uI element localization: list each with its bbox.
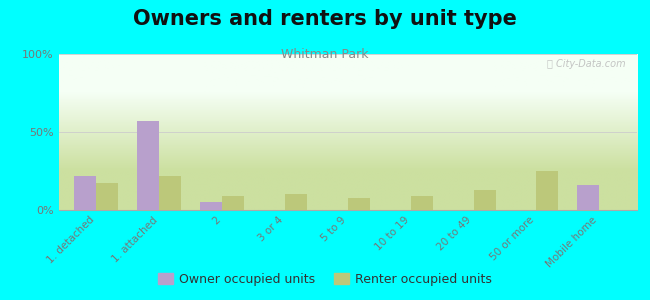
Bar [536, 171, 558, 210]
Text: Whitman Park: Whitman Park [281, 48, 369, 61]
Text: Owners and renters by unit type: Owners and renters by unit type [133, 9, 517, 29]
Bar [200, 202, 222, 210]
Bar [473, 190, 495, 210]
Bar [159, 176, 181, 210]
Legend: Owner occupied units, Renter occupied units: Owner occupied units, Renter occupied un… [153, 268, 497, 291]
Text: Ⓢ City-Data.com: Ⓢ City-Data.com [547, 59, 625, 69]
Bar [348, 197, 370, 210]
Bar [411, 196, 433, 210]
Bar [222, 196, 244, 210]
Bar [96, 184, 118, 210]
Bar [137, 121, 159, 210]
Bar [577, 185, 599, 210]
Bar [74, 176, 96, 210]
Bar [285, 194, 307, 210]
